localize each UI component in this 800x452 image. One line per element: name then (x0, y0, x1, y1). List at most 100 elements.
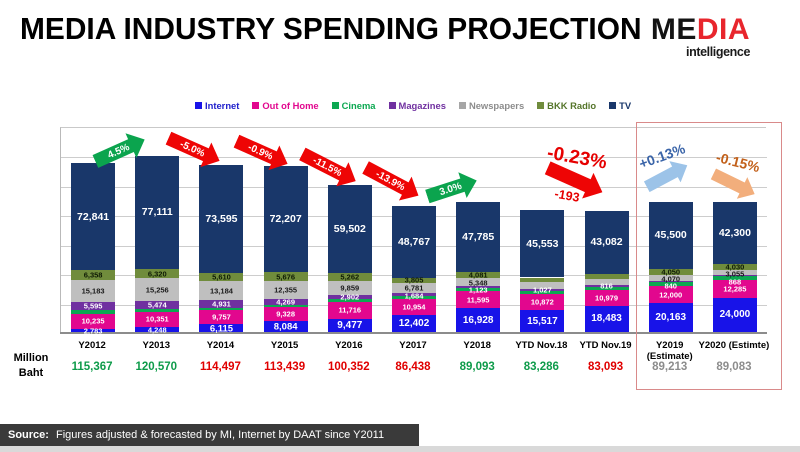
bar-group-Y2015: 72,207 5,676 12,355 4,269 9,328 8,084 (263, 127, 308, 333)
total-value: 113,439 (264, 361, 306, 373)
bar-segment-value: 6,115 (209, 322, 234, 334)
legend-item-internet: Internet (195, 100, 239, 111)
bar-segment-value: 4,050 (661, 266, 681, 276)
brand-logo-wordmark: MEDIA (651, 15, 750, 45)
bar-group-Y2013: 77,111 6,320 15,256 5,474 10,351 4,248 (135, 127, 180, 335)
bar-segment-value: 4,248 (147, 325, 167, 335)
bar-segment-value: 43,082 (590, 236, 623, 249)
total-value: 120,570 (135, 361, 178, 373)
bar-segment-value: 15,183 (81, 286, 105, 296)
bar-group-YTD Nov.18: 45,553 1,027 10,872 15,517 (520, 127, 565, 333)
bar-segment-value: 10,979 (595, 292, 618, 302)
x-axis-line (60, 332, 767, 334)
bar-segment-out-of-home (584, 289, 629, 306)
x-axis-label-line: Y2012 (78, 340, 106, 351)
bar-segment-magazines (135, 300, 180, 309)
bar-segment-value: 11,595 (466, 294, 490, 304)
bar-group-Y2012: 72,841 6,358 15,183 5,595 10,235 2,783 (71, 127, 116, 334)
bar-segment-tv (584, 210, 629, 275)
bar-segment-internet (135, 326, 180, 333)
bar-segment-cinema (712, 275, 757, 280)
bar-segment-value: 42,300 (718, 226, 751, 239)
legend-item-label: BKK Radio (547, 100, 597, 111)
bar-segment-value: 45,553 (526, 237, 559, 250)
bar-segment-internet (392, 314, 436, 333)
bar-group-Y2019 (Estimate): 45,500 4,050 4,070 840 12,000 20,163 (648, 127, 693, 333)
total-value: 89,083 (716, 361, 752, 373)
bar-segment-value: 10,351 (145, 314, 169, 324)
bar-segment-out-of-home (327, 301, 372, 320)
bar-segment-value: 20,163 (655, 312, 687, 324)
bar-segment-value: 1,027 (532, 285, 552, 295)
bar-segment-value: 10,954 (402, 301, 426, 311)
bar-segment-value: 48,767 (397, 235, 431, 248)
million-baht-label: Million Baht (5, 351, 57, 381)
x-axis-label: Y2015 (230, 340, 340, 351)
bar-segment-value: 1,123 (468, 285, 488, 295)
growth-arrow-3.0: 3.0% (423, 167, 481, 209)
bar-segment-newspapers (712, 270, 757, 275)
bar-segment-magazines (392, 293, 436, 296)
bar-segment-value: 12,355 (274, 285, 298, 295)
bar-segment-tv (263, 166, 308, 273)
gridline (61, 157, 767, 159)
legend-color-swatch (252, 102, 260, 109)
bar-segment-value: 59,502 (333, 222, 366, 235)
bar-segment-bkk-radio (392, 277, 436, 284)
legend-color-swatch (195, 102, 202, 109)
bar-segment-value: 72,841 (77, 210, 110, 223)
bar-segment-value: 9,757 (212, 312, 231, 322)
bar-segment-newspapers (71, 279, 116, 303)
bar-segment-bkk-radio (712, 264, 757, 271)
million-baht-line: Million (13, 352, 49, 364)
bar-segment-tv (456, 201, 501, 273)
bar-segment-value: 1,684 (404, 290, 424, 300)
bar-group-YTD Nov.19: 43,082 816 10,979 18,483 (584, 127, 629, 333)
legend-item-cinema: Cinema (331, 100, 376, 111)
bar-segment-cinema (520, 290, 565, 295)
total-value: 83,286 (523, 361, 559, 373)
bar-segment-cinema (199, 307, 244, 310)
bar-segment-bkk-radio (456, 272, 501, 279)
bar-segment-out-of-home (263, 307, 308, 322)
bar-segment-value: 5,595 (83, 301, 103, 311)
legend-item-tv: TV (609, 100, 631, 111)
brand-logo: MEDIA intelligence (651, 15, 751, 59)
legend-item-label: Newspapers (468, 100, 525, 111)
bar-segment-value: 6,320 (147, 268, 167, 278)
growth-arrow (542, 155, 608, 205)
bar-segment-out-of-home (71, 313, 116, 329)
growth-arrow (641, 155, 693, 198)
x-axis-label-line: Y2018 (463, 340, 491, 351)
million-baht-line: Baht (18, 367, 44, 379)
legend-item-newspapers: Newspapers (458, 100, 525, 111)
bar-segment-value: 5,474 (147, 300, 167, 310)
bar-segment-cinema (135, 308, 180, 312)
total-value: 89,093 (459, 361, 495, 373)
bar-segment-bkk-radio (327, 272, 372, 281)
bar-segment-value: 8,084 (273, 321, 298, 333)
bar-segment-tv (199, 164, 244, 273)
bottom-strip (0, 445, 800, 452)
x-axis-label: Y2012 (37, 340, 147, 351)
legend-color-swatch (331, 102, 339, 109)
total-value: 114,497 (199, 361, 241, 373)
x-axis-label: Y2014 (165, 340, 275, 351)
bar-segment-value: 3,055 (725, 269, 745, 279)
bar-segment-tv (327, 185, 372, 273)
logo-part-black: ME (650, 13, 697, 46)
bar-segment-value: 9,328 (276, 309, 296, 319)
bar-segment-value: 4,081 (468, 270, 488, 280)
total-value: 86,438 (395, 361, 431, 373)
growth-arrow-13.9: -13.9% (359, 155, 425, 207)
source-label: Source: (8, 428, 49, 441)
bar-group-Y2020 (Estimte): 42,300 4,030 3,055 868 12,285 24,000 (712, 127, 757, 333)
x-axis-label-line: Y2020 (Estimte) (698, 340, 770, 351)
x-axis-label: Y2017 (358, 340, 468, 351)
bar-segment-value: 16,928 (462, 314, 494, 326)
legend-item-label: Internet (205, 100, 240, 111)
bar-segment-value: 11,716 (338, 305, 362, 315)
bar-segment-value: 5,676 (276, 271, 296, 281)
chart-area: 72,841 6,358 15,183 5,595 10,235 2,783 77,111 6… (60, 127, 767, 335)
x-axis-label-line: Y2013 (142, 340, 170, 351)
